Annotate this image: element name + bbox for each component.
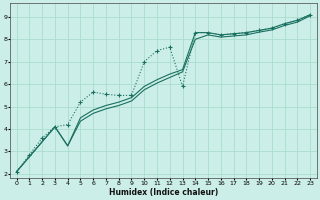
X-axis label: Humidex (Indice chaleur): Humidex (Indice chaleur) <box>109 188 218 197</box>
